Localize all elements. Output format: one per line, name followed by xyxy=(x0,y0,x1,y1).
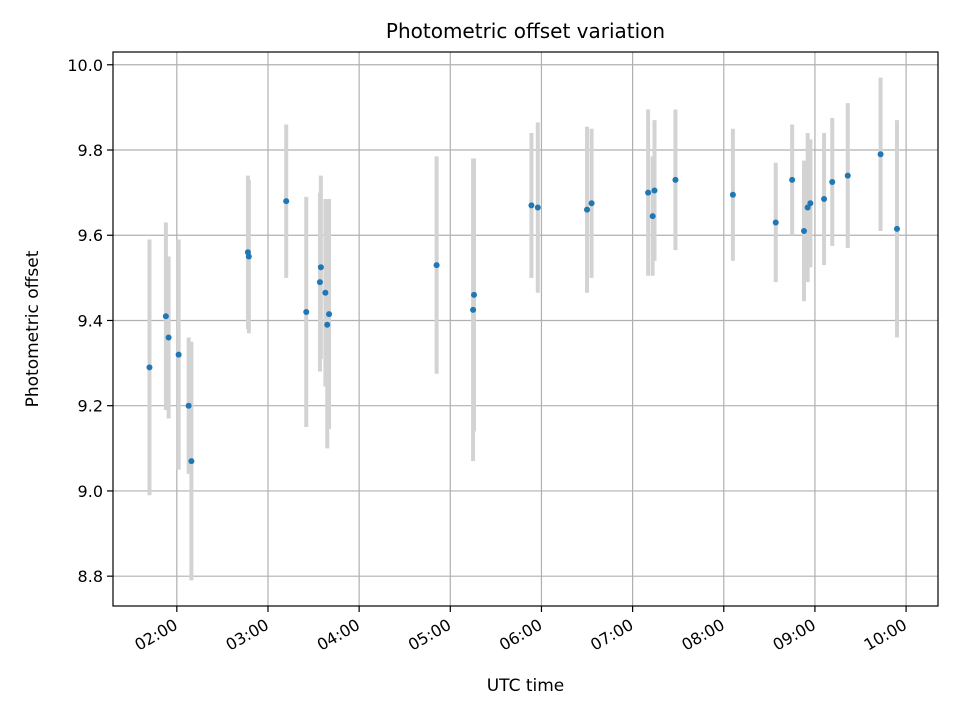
data-point xyxy=(645,189,652,196)
data-point xyxy=(651,187,658,194)
data-point xyxy=(188,458,195,465)
data-point xyxy=(877,151,884,158)
y-tick-label: 8.8 xyxy=(78,567,103,586)
data-point xyxy=(146,364,153,371)
data-point xyxy=(804,204,811,211)
data-point xyxy=(322,289,329,296)
data-point xyxy=(800,227,807,234)
plot-frame xyxy=(112,51,939,607)
y-tick-label: 9.2 xyxy=(78,397,103,416)
x-axis-title: UTC time xyxy=(487,676,565,696)
data-point xyxy=(588,200,595,207)
data-point xyxy=(303,308,310,315)
data-point xyxy=(789,176,796,183)
data-point xyxy=(245,253,252,260)
data-point xyxy=(433,262,440,269)
data-point xyxy=(324,321,331,328)
data-point xyxy=(470,306,477,313)
data-point xyxy=(821,196,828,203)
y-tick-label: 9.8 xyxy=(78,141,103,160)
grid xyxy=(113,52,938,606)
data-point xyxy=(893,225,900,232)
data-point xyxy=(326,311,333,318)
y-tick-label: 9.0 xyxy=(78,482,103,501)
data-point xyxy=(185,402,192,409)
data-point xyxy=(844,172,851,179)
chart-title: Photometric offset variation xyxy=(386,19,665,43)
data-point xyxy=(283,198,290,205)
data-point xyxy=(165,334,172,341)
data-point xyxy=(649,213,656,220)
data-point xyxy=(829,178,836,185)
y-tick-label: 9.4 xyxy=(78,311,103,330)
y-tick-label: 10.0 xyxy=(67,56,103,75)
data-point xyxy=(729,191,736,198)
data-point xyxy=(316,279,323,286)
data-point xyxy=(672,176,679,183)
data-point xyxy=(584,206,591,213)
data-point xyxy=(175,351,182,358)
data-point xyxy=(534,204,541,211)
data-point xyxy=(162,313,169,320)
data-point xyxy=(470,291,477,298)
data-points xyxy=(146,151,900,465)
y-axis-title: Photometric offset xyxy=(23,250,43,407)
data-point xyxy=(772,219,779,226)
y-tick-label: 9.6 xyxy=(78,226,103,245)
data-point xyxy=(807,200,814,207)
data-point xyxy=(528,202,535,209)
data-point xyxy=(317,264,324,271)
